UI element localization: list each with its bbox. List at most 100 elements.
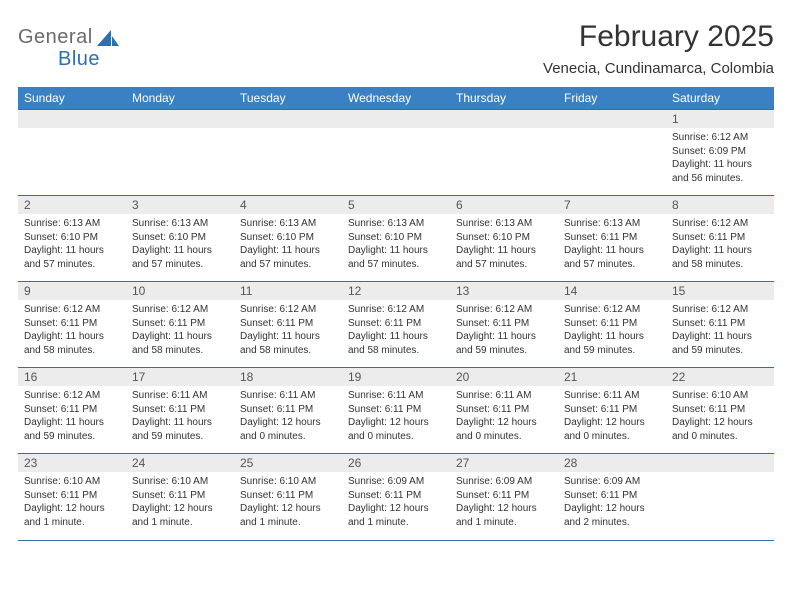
sunset-text: Sunset: 6:11 PM	[240, 403, 336, 417]
calendar-cell	[126, 110, 234, 196]
calendar-bottom-border	[18, 540, 774, 541]
daylight-text: Daylight: 12 hours and 0 minutes.	[564, 416, 660, 443]
weekday-header: Wednesday	[342, 87, 450, 110]
sunset-text: Sunset: 6:11 PM	[348, 489, 444, 503]
calendar-cell	[558, 110, 666, 196]
day-number: 7	[558, 196, 666, 214]
day-number: 26	[342, 454, 450, 472]
day-number: 18	[234, 368, 342, 386]
sunrise-text: Sunrise: 6:11 AM	[240, 389, 336, 403]
day-number: 5	[342, 196, 450, 214]
day-details: Sunrise: 6:12 AMSunset: 6:11 PMDaylight:…	[18, 386, 126, 447]
day-number	[234, 110, 342, 128]
calendar-cell: 18Sunrise: 6:11 AMSunset: 6:11 PMDayligh…	[234, 368, 342, 454]
page-title: February 2025	[543, 20, 774, 54]
sunset-text: Sunset: 6:11 PM	[24, 403, 120, 417]
sunset-text: Sunset: 6:11 PM	[564, 403, 660, 417]
sunset-text: Sunset: 6:10 PM	[348, 231, 444, 245]
sunset-text: Sunset: 6:11 PM	[348, 403, 444, 417]
daylight-text: Daylight: 12 hours and 1 minute.	[348, 502, 444, 529]
day-number: 2	[18, 196, 126, 214]
sunrise-text: Sunrise: 6:12 AM	[672, 217, 768, 231]
day-number	[126, 110, 234, 128]
sunrise-text: Sunrise: 6:09 AM	[348, 475, 444, 489]
day-number: 23	[18, 454, 126, 472]
day-details: Sunrise: 6:09 AMSunset: 6:11 PMDaylight:…	[342, 472, 450, 533]
daylight-text: Daylight: 11 hours and 58 minutes.	[24, 330, 120, 357]
sunrise-text: Sunrise: 6:13 AM	[456, 217, 552, 231]
day-number: 10	[126, 282, 234, 300]
sunset-text: Sunset: 6:11 PM	[456, 317, 552, 331]
day-number: 24	[126, 454, 234, 472]
calendar-cell: 3Sunrise: 6:13 AMSunset: 6:10 PMDaylight…	[126, 196, 234, 282]
day-details: Sunrise: 6:12 AMSunset: 6:11 PMDaylight:…	[234, 300, 342, 361]
calendar-cell: 22Sunrise: 6:10 AMSunset: 6:11 PMDayligh…	[666, 368, 774, 454]
day-number	[666, 454, 774, 472]
day-number: 3	[126, 196, 234, 214]
sunset-text: Sunset: 6:10 PM	[240, 231, 336, 245]
sunset-text: Sunset: 6:11 PM	[348, 317, 444, 331]
calendar-cell: 17Sunrise: 6:11 AMSunset: 6:11 PMDayligh…	[126, 368, 234, 454]
day-details: Sunrise: 6:10 AMSunset: 6:11 PMDaylight:…	[126, 472, 234, 533]
daylight-text: Daylight: 11 hours and 57 minutes.	[564, 244, 660, 271]
sunrise-text: Sunrise: 6:11 AM	[348, 389, 444, 403]
calendar-cell: 16Sunrise: 6:12 AMSunset: 6:11 PMDayligh…	[18, 368, 126, 454]
day-details: Sunrise: 6:13 AMSunset: 6:11 PMDaylight:…	[558, 214, 666, 275]
calendar-table: Sunday Monday Tuesday Wednesday Thursday…	[18, 87, 774, 540]
calendar-cell: 12Sunrise: 6:12 AMSunset: 6:11 PMDayligh…	[342, 282, 450, 368]
day-number: 6	[450, 196, 558, 214]
logo-text-general: General	[18, 26, 93, 49]
day-number	[558, 110, 666, 128]
day-details: Sunrise: 6:13 AMSunset: 6:10 PMDaylight:…	[234, 214, 342, 275]
sunrise-text: Sunrise: 6:13 AM	[132, 217, 228, 231]
daylight-text: Daylight: 12 hours and 0 minutes.	[672, 416, 768, 443]
daylight-text: Daylight: 11 hours and 58 minutes.	[240, 330, 336, 357]
calendar-body: 1Sunrise: 6:12 AMSunset: 6:09 PMDaylight…	[18, 110, 774, 540]
calendar-cell	[666, 454, 774, 540]
calendar-week-row: 2Sunrise: 6:13 AMSunset: 6:10 PMDaylight…	[18, 196, 774, 282]
daylight-text: Daylight: 11 hours and 57 minutes.	[24, 244, 120, 271]
weekday-header: Tuesday	[234, 87, 342, 110]
calendar-cell: 24Sunrise: 6:10 AMSunset: 6:11 PMDayligh…	[126, 454, 234, 540]
daylight-text: Daylight: 11 hours and 57 minutes.	[240, 244, 336, 271]
daylight-text: Daylight: 12 hours and 1 minute.	[24, 502, 120, 529]
sunset-text: Sunset: 6:10 PM	[456, 231, 552, 245]
sunset-text: Sunset: 6:11 PM	[240, 489, 336, 503]
day-details: Sunrise: 6:13 AMSunset: 6:10 PMDaylight:…	[450, 214, 558, 275]
day-number	[342, 110, 450, 128]
sunrise-text: Sunrise: 6:09 AM	[456, 475, 552, 489]
daylight-text: Daylight: 12 hours and 1 minute.	[132, 502, 228, 529]
calendar-cell: 13Sunrise: 6:12 AMSunset: 6:11 PMDayligh…	[450, 282, 558, 368]
daylight-text: Daylight: 11 hours and 57 minutes.	[456, 244, 552, 271]
sunrise-text: Sunrise: 6:12 AM	[564, 303, 660, 317]
sunrise-text: Sunrise: 6:13 AM	[24, 217, 120, 231]
sunrise-text: Sunrise: 6:09 AM	[564, 475, 660, 489]
calendar-cell: 9Sunrise: 6:12 AMSunset: 6:11 PMDaylight…	[18, 282, 126, 368]
daylight-text: Daylight: 11 hours and 59 minutes.	[456, 330, 552, 357]
calendar-week-row: 23Sunrise: 6:10 AMSunset: 6:11 PMDayligh…	[18, 454, 774, 540]
day-details: Sunrise: 6:11 AMSunset: 6:11 PMDaylight:…	[342, 386, 450, 447]
daylight-text: Daylight: 11 hours and 59 minutes.	[564, 330, 660, 357]
day-details: Sunrise: 6:11 AMSunset: 6:11 PMDaylight:…	[558, 386, 666, 447]
day-details: Sunrise: 6:12 AMSunset: 6:11 PMDaylight:…	[666, 300, 774, 361]
sunset-text: Sunset: 6:11 PM	[24, 489, 120, 503]
day-details: Sunrise: 6:10 AMSunset: 6:11 PMDaylight:…	[234, 472, 342, 533]
title-block: February 2025 Venecia, Cundinamarca, Col…	[543, 20, 774, 77]
day-details: Sunrise: 6:12 AMSunset: 6:11 PMDaylight:…	[450, 300, 558, 361]
day-details: Sunrise: 6:09 AMSunset: 6:11 PMDaylight:…	[558, 472, 666, 533]
daylight-text: Daylight: 11 hours and 57 minutes.	[132, 244, 228, 271]
sunrise-text: Sunrise: 6:10 AM	[672, 389, 768, 403]
weekday-header: Monday	[126, 87, 234, 110]
calendar-cell: 21Sunrise: 6:11 AMSunset: 6:11 PMDayligh…	[558, 368, 666, 454]
calendar-cell	[450, 110, 558, 196]
sunrise-text: Sunrise: 6:10 AM	[132, 475, 228, 489]
day-details: Sunrise: 6:13 AMSunset: 6:10 PMDaylight:…	[126, 214, 234, 275]
calendar-cell: 5Sunrise: 6:13 AMSunset: 6:10 PMDaylight…	[342, 196, 450, 282]
daylight-text: Daylight: 12 hours and 2 minutes.	[564, 502, 660, 529]
calendar-cell	[18, 110, 126, 196]
sunrise-text: Sunrise: 6:10 AM	[24, 475, 120, 489]
calendar-week-row: 16Sunrise: 6:12 AMSunset: 6:11 PMDayligh…	[18, 368, 774, 454]
day-number	[18, 110, 126, 128]
day-details: Sunrise: 6:09 AMSunset: 6:11 PMDaylight:…	[450, 472, 558, 533]
daylight-text: Daylight: 11 hours and 59 minutes.	[24, 416, 120, 443]
